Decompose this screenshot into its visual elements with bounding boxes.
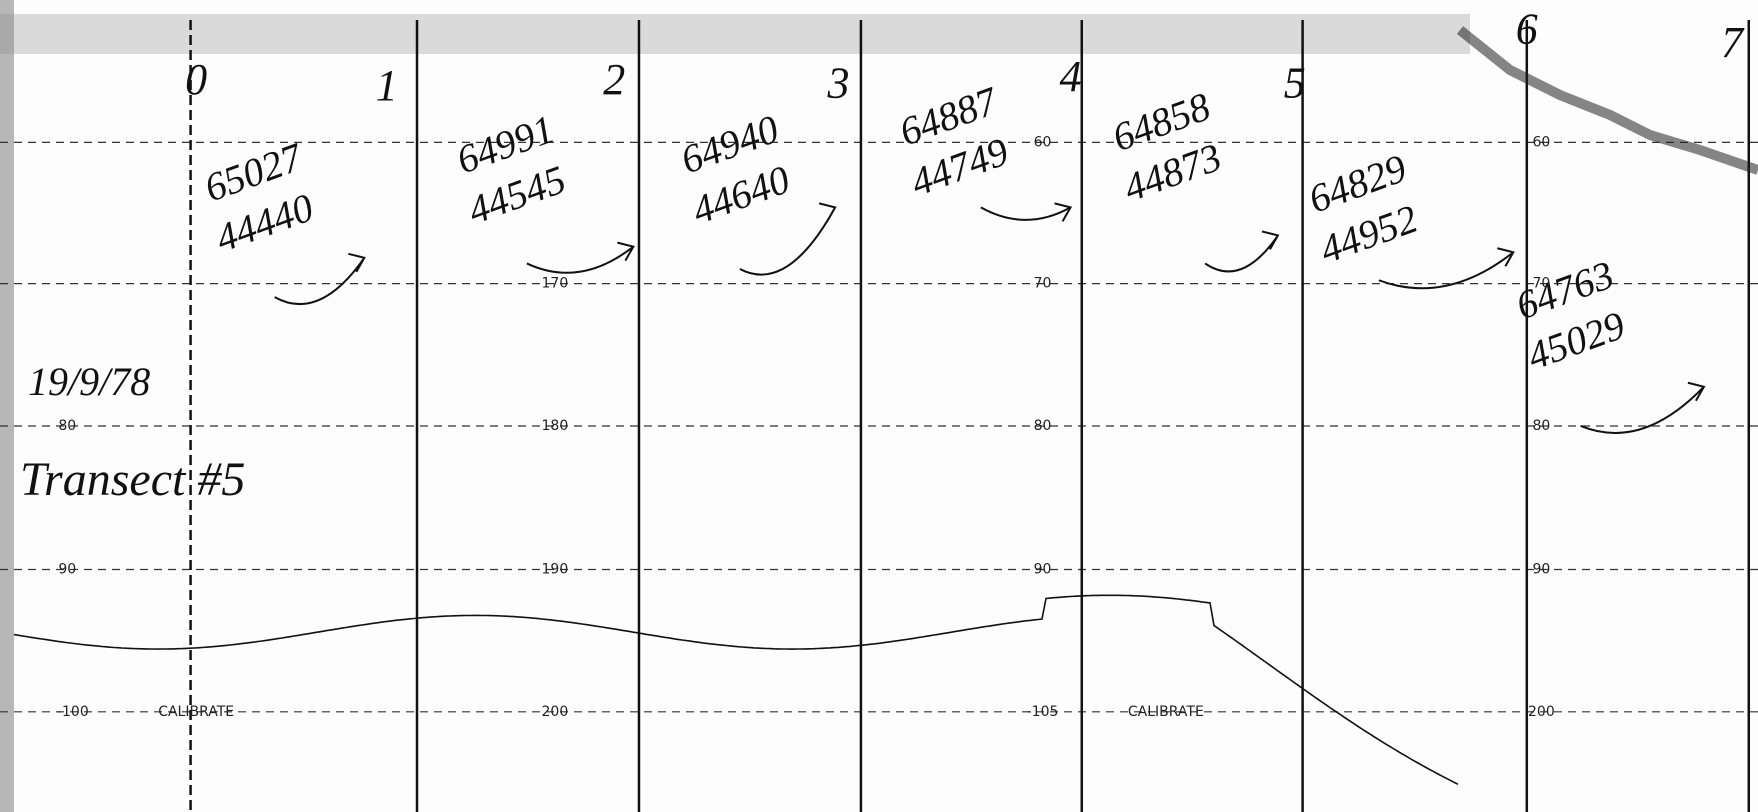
fix-number: 6 xyxy=(1516,5,1538,54)
left-edge xyxy=(0,0,14,812)
scale-label: 80 xyxy=(58,418,76,434)
date: 19/9/78 xyxy=(28,359,150,404)
scale-label: -100 xyxy=(57,704,89,720)
fix-number: 3 xyxy=(827,59,850,108)
scale-label: 80 xyxy=(1532,418,1550,434)
fix-number: 2 xyxy=(603,55,625,104)
scale-label: 70 xyxy=(1034,276,1052,292)
scale-label: 200 xyxy=(1528,704,1555,720)
scale-label: 190 xyxy=(542,561,569,577)
calibrate-label: CALIBRATE xyxy=(158,704,234,720)
scale-label: -105 xyxy=(1027,704,1059,720)
fix-number: 1 xyxy=(376,61,398,110)
scale-label: 70 xyxy=(1532,276,1550,292)
surface-noise xyxy=(0,14,1470,54)
paper xyxy=(0,0,1758,812)
scale-label: 170 xyxy=(542,276,569,292)
scale-label: 200 xyxy=(542,704,569,720)
fix-number: 7 xyxy=(1721,18,1745,67)
fix-number: 5 xyxy=(1284,59,1306,108)
scale-label: 80 xyxy=(1034,418,1052,434)
transect-title: Transect #5 xyxy=(20,453,245,506)
scale-label: 180 xyxy=(542,418,569,434)
scale-label: 90 xyxy=(1532,561,1550,577)
scale-label: 90 xyxy=(58,561,76,577)
scale-label: 60 xyxy=(1532,134,1550,150)
fix-number: 0 xyxy=(185,55,207,104)
echo-record: 0123456765027444406499144545649404464064… xyxy=(0,0,1758,812)
fix-number: 4 xyxy=(1060,52,1082,101)
scale-label: 60 xyxy=(1034,134,1052,150)
calibrate-label: CALIBRATE xyxy=(1128,704,1204,720)
scale-label: 90 xyxy=(1034,561,1052,577)
